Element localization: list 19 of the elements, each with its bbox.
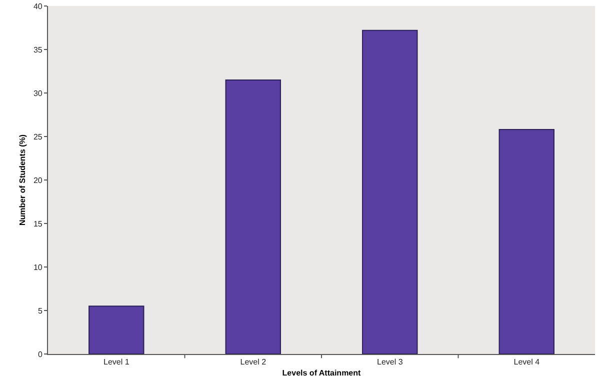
y-tick-label: 25 [33, 132, 43, 142]
bar [498, 129, 554, 354]
y-tick-label: 20 [33, 176, 43, 185]
y-tick-label: 5 [38, 306, 43, 316]
x-axis-title: Levels of Attainment [282, 368, 362, 378]
y-tick-label: 35 [33, 45, 43, 54]
y-tick-label: 15 [33, 219, 43, 228]
bar [225, 79, 281, 354]
bar [362, 30, 418, 354]
x-tick-label: Level 1 [103, 358, 130, 367]
y-axis-title: Number of Students (%) [18, 134, 28, 226]
x-tick-label: Level 2 [240, 358, 267, 367]
x-tick-label: Level 3 [376, 358, 404, 367]
y-tick-label: 10 [33, 262, 43, 272]
y-tick-label: 30 [33, 88, 43, 98]
x-tick-label: Level 4 [514, 358, 540, 367]
y-tick-label: 40 [33, 2, 43, 11]
bar [88, 306, 144, 354]
y-tick-label: 0 [38, 350, 43, 359]
